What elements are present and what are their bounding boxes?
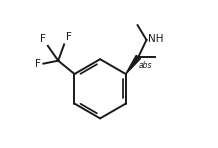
Text: NH: NH [148, 34, 164, 44]
Text: F: F [35, 59, 41, 69]
Text: F: F [66, 32, 72, 42]
Polygon shape [126, 55, 140, 74]
Text: abs: abs [139, 61, 153, 70]
Text: F: F [40, 34, 46, 44]
